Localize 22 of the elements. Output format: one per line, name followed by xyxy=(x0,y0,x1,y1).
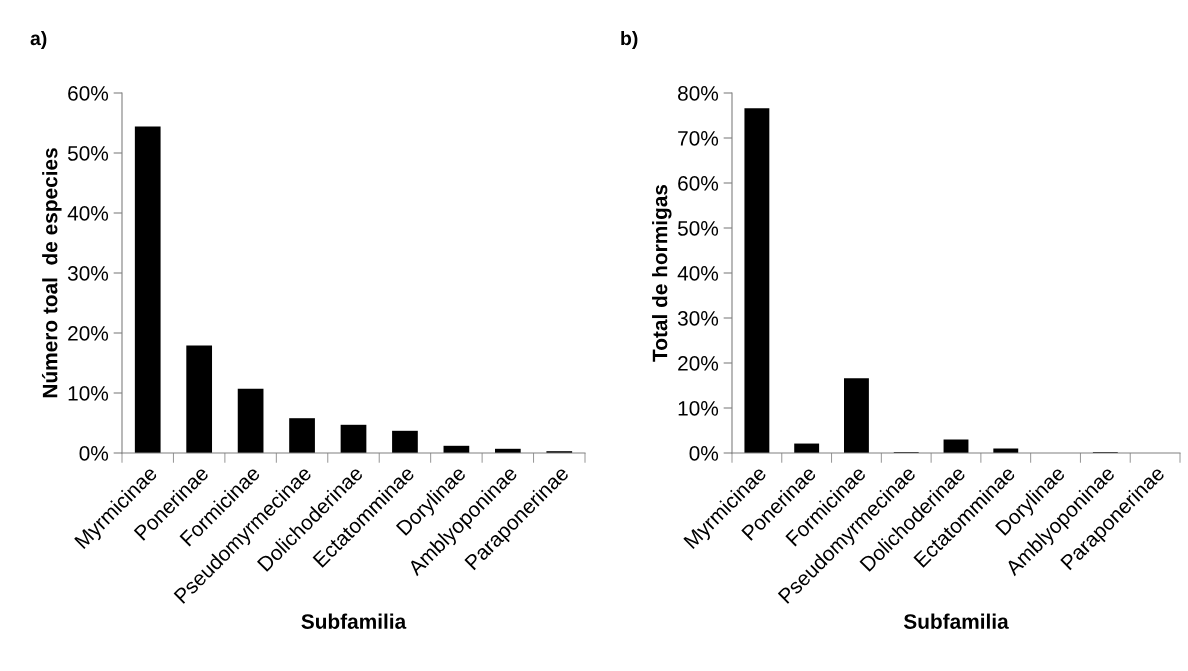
y-tick-label: 50% xyxy=(67,146,109,161)
y-tick-label: 60% xyxy=(68,86,109,101)
y-tick-label: 70% xyxy=(678,131,719,146)
y-tick-label: 40% xyxy=(67,206,109,221)
y-tick-label: 30% xyxy=(677,311,719,326)
y-axis-title: Número toal de especies xyxy=(41,148,62,398)
chart-title: a) xyxy=(30,30,47,50)
y-tick-label: 10% xyxy=(68,386,109,401)
y-tick-label: 60% xyxy=(678,176,719,191)
y-tick-label: 80% xyxy=(678,86,719,101)
chart-title: b) xyxy=(621,30,638,50)
y-tick-label: 20% xyxy=(68,326,109,341)
y-tick-label: 20% xyxy=(678,356,719,371)
y-tick-label: 0% xyxy=(79,446,109,461)
x-axis-title: Subfamilia xyxy=(301,613,407,629)
y-tick-label: 0% xyxy=(689,446,719,461)
y-tick-label: 50% xyxy=(677,221,719,236)
y-axis-title: Total de hormigas xyxy=(652,184,672,362)
y-tick-label: 30% xyxy=(67,266,109,281)
y-tick-label: 10% xyxy=(678,401,719,416)
y-tick-label: 40% xyxy=(677,266,719,281)
x-axis-title: Subfamilia xyxy=(903,613,1009,629)
